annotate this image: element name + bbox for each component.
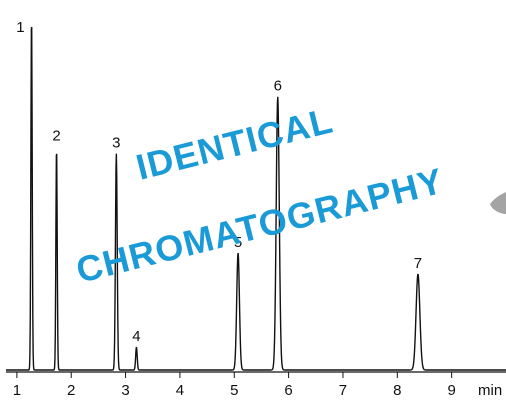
x-axis-unit: min <box>478 382 502 399</box>
x-tick-label: 2 <box>67 382 75 399</box>
chromatogram-trace <box>6 26 506 371</box>
peak-label-5: 5 <box>234 234 242 251</box>
peak-label-4: 4 <box>132 328 140 345</box>
overlay-text-chromatography: CHROMATOGRAPHY <box>72 160 447 291</box>
x-tick-label: 7 <box>339 382 347 399</box>
peak-label-3: 3 <box>112 134 120 151</box>
peak-label-2: 2 <box>52 127 60 144</box>
x-tick-label: 3 <box>121 382 129 399</box>
peak-label-6: 6 <box>274 78 282 95</box>
x-tick-label: 8 <box>393 382 401 399</box>
x-tick-label: 6 <box>284 382 292 399</box>
peak-label-1: 1 <box>16 19 24 36</box>
x-tick-label: 4 <box>176 382 184 399</box>
x-tick-label: 9 <box>447 382 455 399</box>
x-tick-label: 5 <box>230 382 238 399</box>
chromatogram-line <box>6 26 506 371</box>
peak-labels: 1 2 3 4 5 6 7 <box>16 19 422 345</box>
overlay-text-identical: IDENTICAL <box>132 99 337 187</box>
overlay-watermark: IDENTICAL CHROMATOGRAPHY <box>72 99 447 290</box>
gray-swoosh-decoration <box>490 192 506 214</box>
x-axis-ticks: 1 2 3 4 5 6 7 8 9 min <box>13 372 502 399</box>
x-tick-label: 1 <box>13 382 21 399</box>
peak-label-7: 7 <box>414 255 422 272</box>
